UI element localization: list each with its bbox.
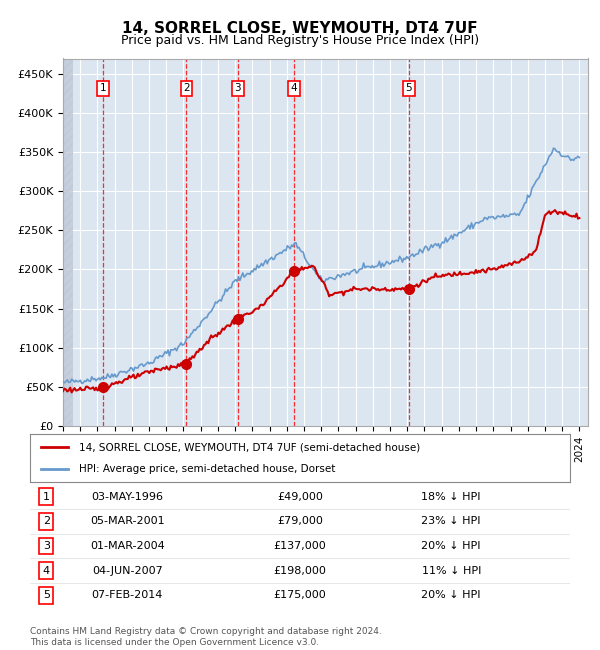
Text: 23% ↓ HPI: 23% ↓ HPI bbox=[421, 516, 481, 526]
Text: £79,000: £79,000 bbox=[277, 516, 323, 526]
Text: 5: 5 bbox=[43, 590, 50, 601]
Text: 2: 2 bbox=[43, 516, 50, 526]
Text: 14, SORREL CLOSE, WEYMOUTH, DT4 7UF: 14, SORREL CLOSE, WEYMOUTH, DT4 7UF bbox=[122, 21, 478, 36]
Text: £49,000: £49,000 bbox=[277, 491, 323, 502]
Text: 1: 1 bbox=[43, 491, 50, 502]
Text: 01-MAR-2004: 01-MAR-2004 bbox=[90, 541, 164, 551]
Text: 07-FEB-2014: 07-FEB-2014 bbox=[92, 590, 163, 601]
Text: Contains HM Land Registry data © Crown copyright and database right 2024.
This d: Contains HM Land Registry data © Crown c… bbox=[30, 627, 382, 647]
Text: £137,000: £137,000 bbox=[274, 541, 326, 551]
Text: 14, SORREL CLOSE, WEYMOUTH, DT4 7UF (semi-detached house): 14, SORREL CLOSE, WEYMOUTH, DT4 7UF (sem… bbox=[79, 442, 420, 452]
Text: 4: 4 bbox=[290, 83, 298, 93]
Text: 05-MAR-2001: 05-MAR-2001 bbox=[90, 516, 164, 526]
Text: 20% ↓ HPI: 20% ↓ HPI bbox=[421, 590, 481, 601]
Text: 1: 1 bbox=[100, 83, 107, 93]
Text: 4: 4 bbox=[43, 566, 50, 576]
Text: £198,000: £198,000 bbox=[274, 566, 326, 576]
Text: 03-MAY-1996: 03-MAY-1996 bbox=[91, 491, 163, 502]
Text: HPI: Average price, semi-detached house, Dorset: HPI: Average price, semi-detached house,… bbox=[79, 463, 335, 474]
Text: Price paid vs. HM Land Registry's House Price Index (HPI): Price paid vs. HM Land Registry's House … bbox=[121, 34, 479, 47]
Text: 3: 3 bbox=[43, 541, 50, 551]
Text: 11% ↓ HPI: 11% ↓ HPI bbox=[422, 566, 481, 576]
Text: 5: 5 bbox=[406, 83, 412, 93]
Text: 18% ↓ HPI: 18% ↓ HPI bbox=[421, 491, 481, 502]
Text: 3: 3 bbox=[235, 83, 241, 93]
Text: 2: 2 bbox=[183, 83, 190, 93]
Text: 20% ↓ HPI: 20% ↓ HPI bbox=[421, 541, 481, 551]
Text: £175,000: £175,000 bbox=[274, 590, 326, 601]
Text: 04-JUN-2007: 04-JUN-2007 bbox=[92, 566, 163, 576]
